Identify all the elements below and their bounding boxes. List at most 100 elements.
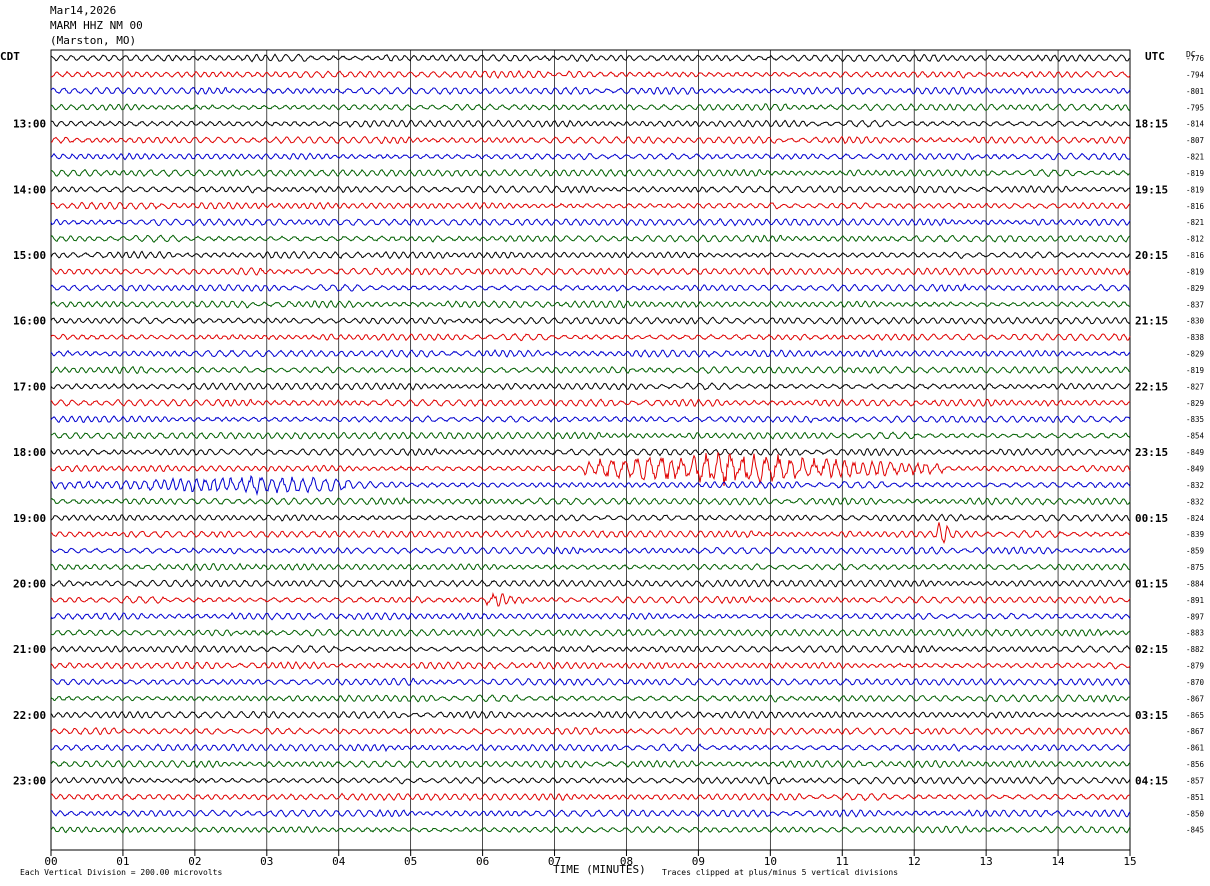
- trace-line: [50, 628, 1131, 637]
- trace-line: [50, 283, 1131, 293]
- dc-offset-label: -837: [1186, 300, 1204, 309]
- right-hour-label: 02:15: [1135, 643, 1168, 656]
- trace-line: [50, 217, 1131, 227]
- dc-offset-label: -812: [1186, 235, 1204, 244]
- dc-offset-label: -856: [1186, 760, 1205, 769]
- right-hour-label: 20:15: [1135, 249, 1168, 262]
- dc-offset-label: -816: [1186, 202, 1205, 211]
- trace-line: [50, 185, 1131, 194]
- dc-offset-label: -857: [1186, 776, 1204, 785]
- grid: [50, 49, 1131, 856]
- trace-line: [50, 234, 1131, 243]
- dc-offset-label: -897: [1186, 612, 1204, 621]
- dc-offset-label: -884: [1186, 579, 1205, 588]
- dc-offset-label: -832: [1186, 497, 1204, 506]
- dc-offset-label: -829: [1186, 284, 1204, 293]
- dc-offset-label: -819: [1186, 366, 1204, 375]
- trace-line: [50, 168, 1131, 178]
- trace-line: [50, 349, 1131, 358]
- dc-offset-label: -838: [1186, 333, 1205, 342]
- dc-offset-label: -816: [1186, 251, 1205, 260]
- x-tick-label: 14: [1051, 855, 1065, 868]
- dc-offset-label: -870: [1186, 678, 1205, 687]
- dc-offset-label: -827: [1186, 382, 1204, 391]
- dc-offset-label: -879: [1186, 662, 1204, 671]
- dc-offset-label: -859: [1186, 547, 1204, 556]
- dc-offset-label: -850: [1186, 809, 1205, 818]
- left-hour-label: 19:00: [13, 512, 46, 525]
- x-tick-label: 10: [764, 855, 777, 868]
- x-tick-label: 00: [44, 855, 57, 868]
- dc-offset-label: -875: [1186, 563, 1204, 572]
- left-hour-label: 14:00: [13, 183, 46, 196]
- right-hour-label: 01:15: [1135, 577, 1168, 590]
- dc-offset-label: -849: [1186, 448, 1204, 457]
- trace-line: [50, 546, 1131, 555]
- trace-line: [50, 792, 1131, 802]
- dc-offset-label: -824: [1186, 514, 1205, 523]
- dc-offset-label: -867: [1186, 727, 1204, 736]
- trace-line: [50, 119, 1131, 128]
- dc-offset-label: -795: [1186, 103, 1204, 112]
- x-tick-label: 12: [908, 855, 921, 868]
- trace-line: [50, 316, 1131, 325]
- trace-line: [50, 611, 1131, 621]
- trace-line: [50, 644, 1131, 654]
- dc-label: DC: [1186, 50, 1196, 59]
- dc-offset-label: -807: [1186, 136, 1204, 145]
- dc-offset-label: -854: [1186, 432, 1205, 441]
- left-timezone-label: CDT: [0, 50, 20, 63]
- x-tick-label: 01: [116, 855, 129, 868]
- dc-offset-label: -865: [1186, 711, 1204, 720]
- dc-offset-label: -794: [1186, 70, 1205, 79]
- location-label: (Marston, MO): [50, 34, 137, 47]
- trace-line: [50, 562, 1131, 572]
- x-axis-title: TIME (MINUTES): [553, 863, 646, 876]
- x-tick-label: 07: [548, 855, 561, 868]
- trace-line: [50, 522, 1131, 544]
- trace-line: [50, 513, 1131, 522]
- left-hour-label: 15:00: [13, 249, 46, 262]
- dc-offset-label: -839: [1186, 530, 1204, 539]
- trace-line: [50, 475, 1131, 496]
- trace-line: [50, 69, 1131, 80]
- dc-offset-label: -845: [1186, 826, 1204, 835]
- right-hour-label: 04:15: [1135, 774, 1168, 787]
- dc-offset-label: -861: [1186, 744, 1204, 753]
- right-hour-label: 21:15: [1135, 315, 1168, 328]
- trace-line: [50, 250, 1131, 260]
- trace-line: [50, 152, 1131, 161]
- x-tick-label: 13: [980, 855, 993, 868]
- x-tick-label: 02: [188, 855, 201, 868]
- trace-line: [50, 661, 1131, 670]
- dc-offset-label: -829: [1186, 399, 1204, 408]
- left-hour-label: 23:00: [13, 774, 46, 787]
- dc-offset-label: -849: [1186, 465, 1204, 474]
- trace-line: [50, 677, 1131, 687]
- right-hour-label: 22:15: [1135, 380, 1168, 393]
- trace-line: [50, 267, 1131, 276]
- x-tick-label: 09: [692, 855, 705, 868]
- x-tick-label: 15: [1123, 855, 1136, 868]
- trace-line: [50, 825, 1131, 834]
- dc-offset-label: -867: [1186, 694, 1204, 703]
- trace-line: [50, 103, 1131, 112]
- trace-line: [50, 300, 1131, 309]
- trace-line: [50, 365, 1131, 375]
- left-hour-label: 20:00: [13, 577, 46, 590]
- dc-offset-label: -776: [1186, 54, 1205, 63]
- trace-line: [50, 776, 1131, 785]
- trace-line: [50, 710, 1131, 720]
- trace-line: [50, 53, 1131, 63]
- dc-offset-label: -851: [1186, 793, 1204, 802]
- dc-offset-label: -801: [1186, 87, 1204, 96]
- x-tick-label: 05: [404, 855, 417, 868]
- left-hour-label: 22:00: [13, 709, 46, 722]
- plot-frame: [50, 49, 1131, 851]
- dc-offset-label: -883: [1186, 629, 1204, 638]
- trace-line: [50, 759, 1131, 769]
- dc-offset-label: -835: [1186, 415, 1204, 424]
- trace-line: [50, 201, 1131, 210]
- right-hour-label: 18:15: [1135, 118, 1168, 131]
